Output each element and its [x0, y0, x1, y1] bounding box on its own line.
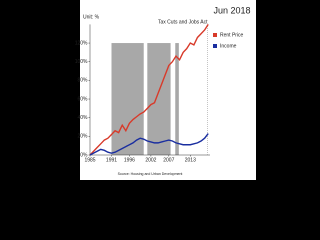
legend-swatch	[213, 33, 217, 37]
shaded-band	[147, 43, 171, 155]
chart-title: Jun 2018	[213, 5, 250, 15]
y-tick-label: 80%	[77, 78, 88, 84]
y-unit: Unit: %	[83, 14, 100, 20]
source: Source: Housing and Urban Development	[118, 172, 183, 176]
legend-label: Rent Price	[220, 32, 244, 38]
y-tick-label: 20%	[77, 134, 88, 140]
y-tick-label: 0%	[80, 152, 88, 158]
y-tick-label: 40%	[77, 115, 88, 121]
x-tick-label: 2002	[145, 157, 156, 163]
x-tick-label: 1985	[84, 157, 95, 163]
x-tick-label: 2013	[185, 157, 196, 163]
legend-swatch	[213, 44, 217, 48]
shaded-band	[111, 43, 144, 155]
y-tick-label: 100%	[75, 59, 88, 65]
shaded-band	[175, 43, 179, 155]
data-line	[89, 24, 209, 156]
data-line	[89, 133, 209, 156]
y-tick-label: 120%	[75, 40, 88, 46]
y-tick-label: 60%	[77, 96, 88, 102]
legend-label: Income	[220, 43, 237, 49]
x-tick-label: 1991	[106, 157, 117, 163]
x-tick-label: 2007	[163, 157, 174, 163]
x-tick-label: 1996	[124, 157, 135, 163]
annotation-text: Tax Cuts and Jobs Act	[158, 19, 208, 25]
chart: Jun 2018 Unit: % Source: Housing and Urb…	[75, 0, 256, 180]
